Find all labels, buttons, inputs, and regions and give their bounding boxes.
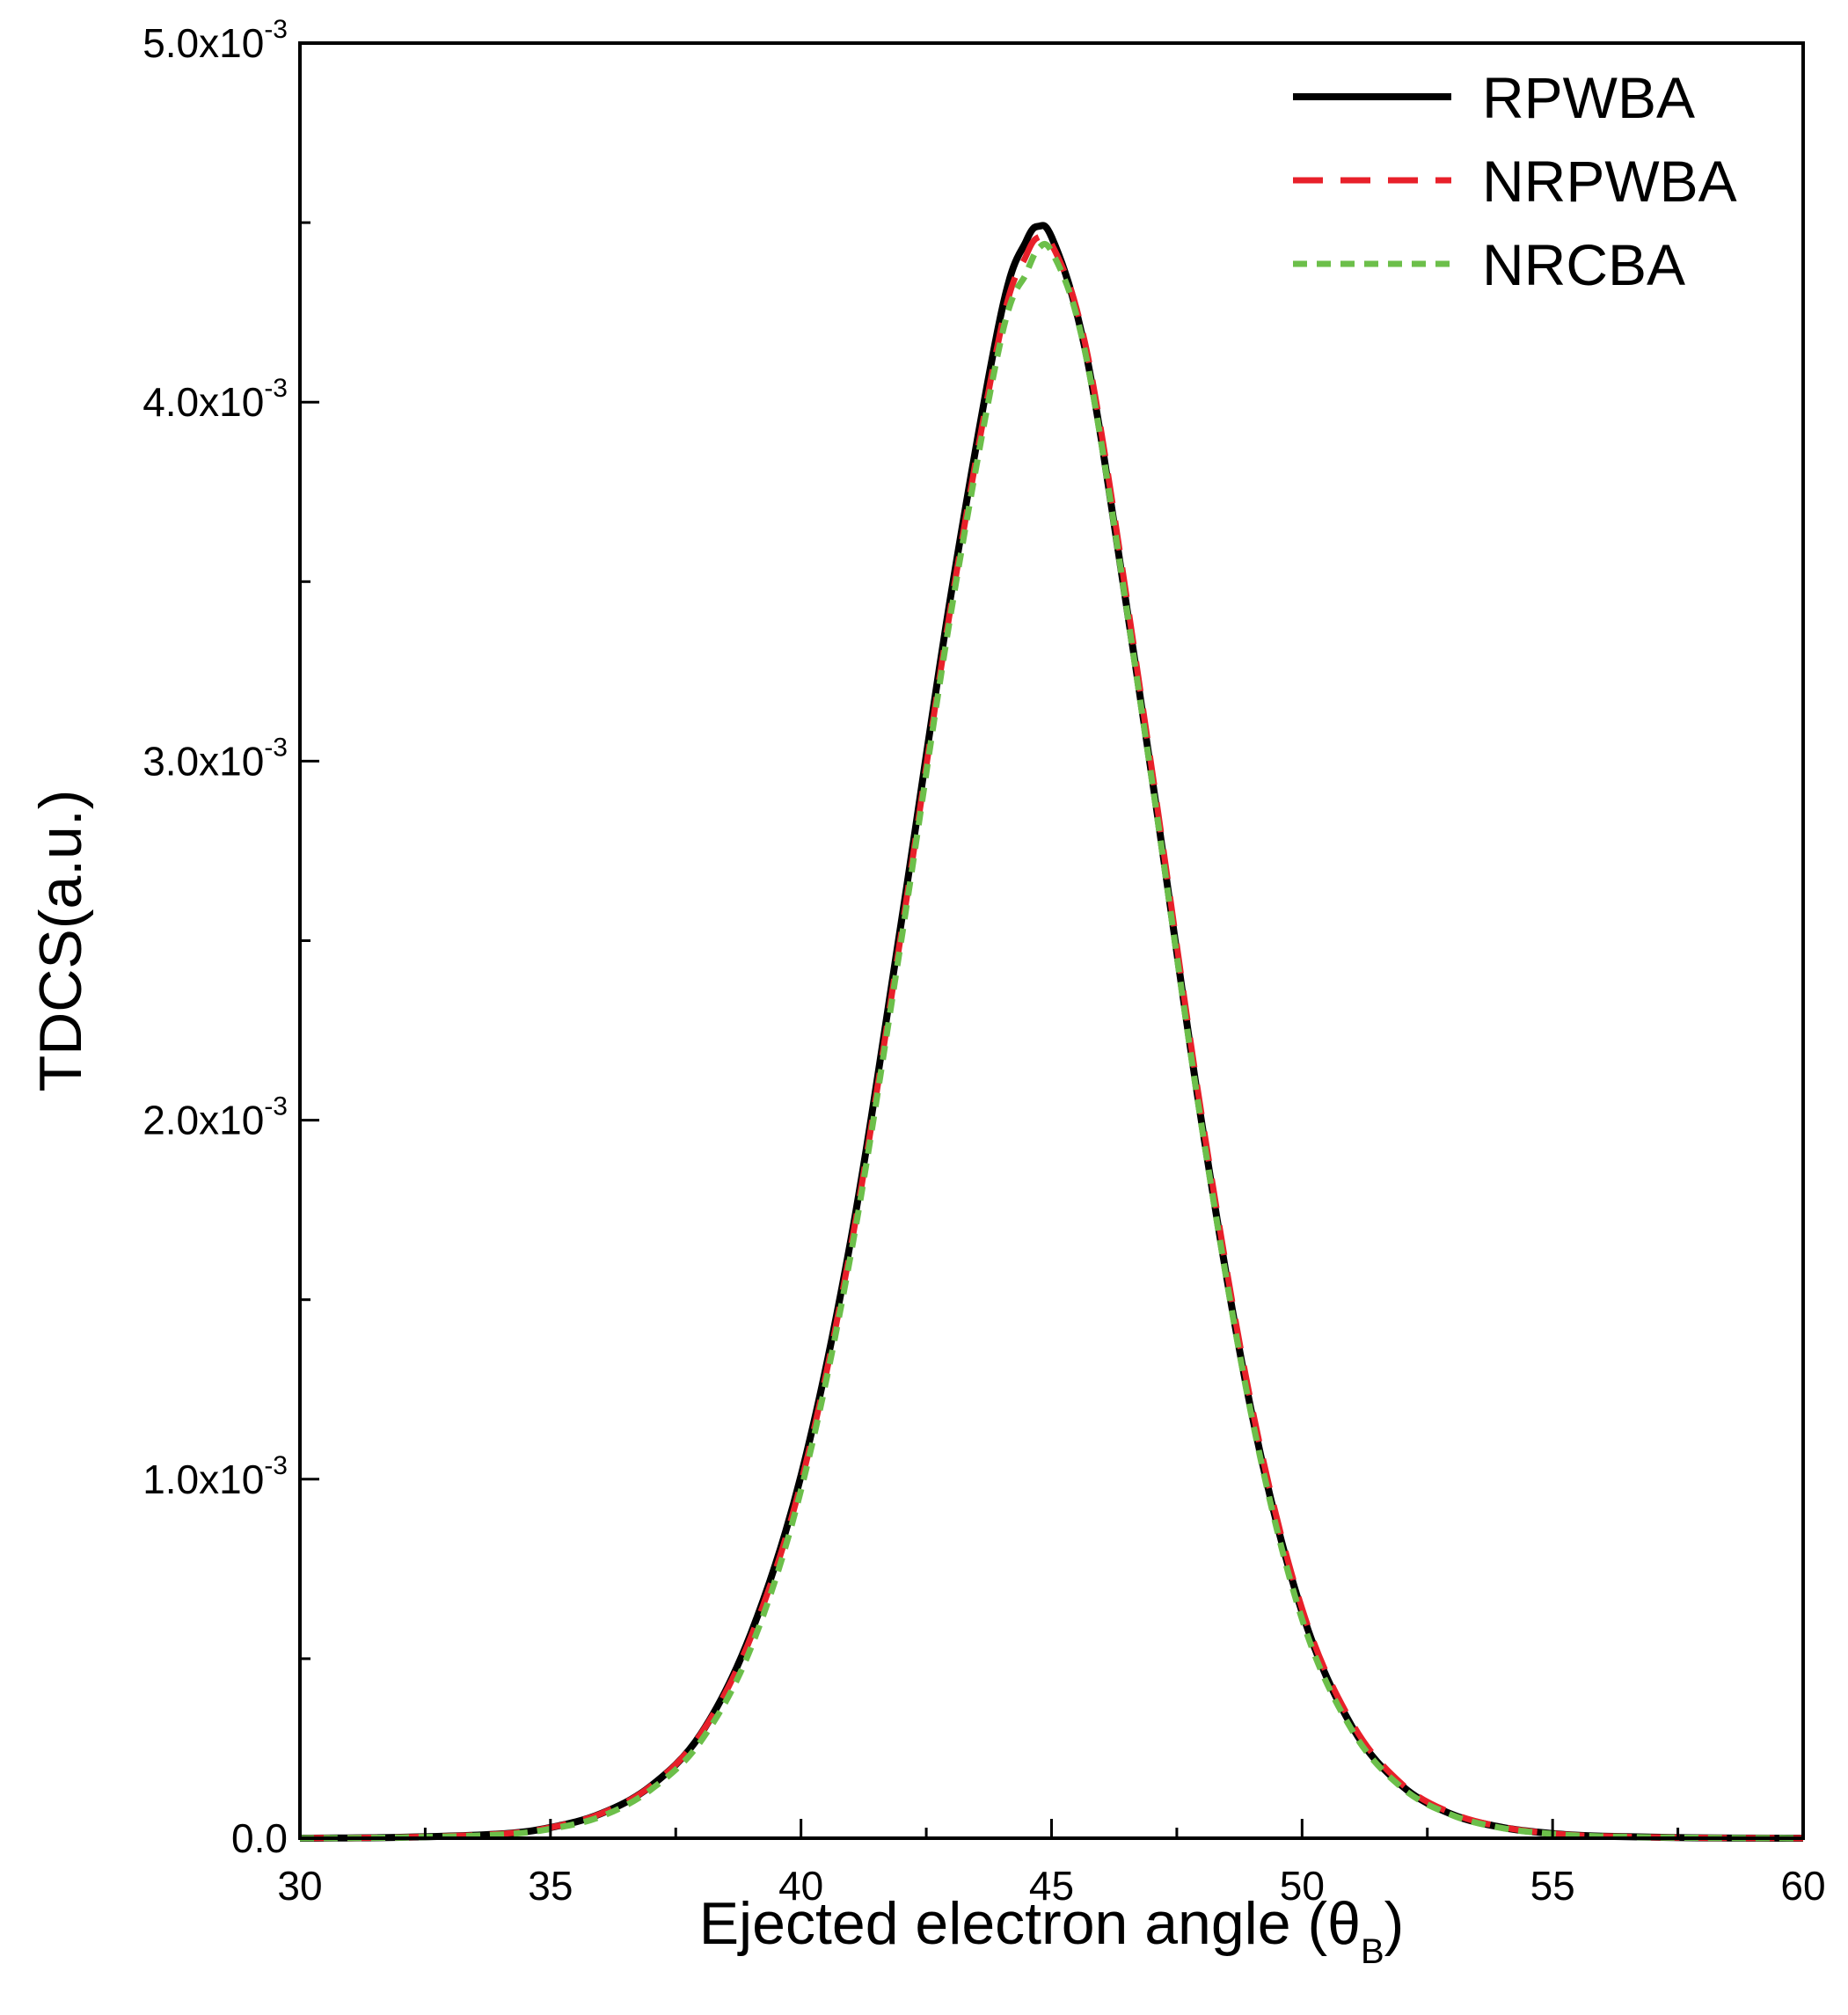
y-tick-label: 3.0x10-3 bbox=[142, 733, 288, 784]
y-axis-title: TDCS(a.u.) bbox=[27, 790, 94, 1092]
y-tick-exponent: -3 bbox=[264, 1451, 288, 1480]
y-tick-mantissa: 5.0x10 bbox=[142, 20, 264, 66]
x-axis-title-subscript: B bbox=[1361, 1932, 1384, 1971]
y-tick-label: 5.0x10-3 bbox=[142, 15, 288, 66]
y-tick-label: 4.0x10-3 bbox=[142, 374, 288, 425]
x-tick-label: 50 bbox=[1280, 1863, 1325, 1909]
x-tick-label: 35 bbox=[528, 1863, 573, 1909]
y-tick-exponent: -3 bbox=[264, 374, 288, 403]
y-tick-exponent: -3 bbox=[264, 733, 288, 762]
y-axis: 0.01.0x10-32.0x10-33.0x10-34.0x10-35.0x1… bbox=[142, 15, 319, 1861]
y-tick-mantissa: 0.0 bbox=[231, 1815, 288, 1861]
legend: RPWBA NRPWBA NRCBA bbox=[1293, 65, 1737, 297]
x-axis-title: Ejected electron angle (θB) bbox=[699, 1890, 1405, 1971]
x-axis: 30 35 40 45 50 55 60 bbox=[277, 1819, 1826, 1909]
y-tick-exponent: -3 bbox=[264, 15, 288, 44]
x-axis-title-close: ) bbox=[1384, 1890, 1405, 1957]
legend-label-nrpwba: NRPWBA bbox=[1482, 149, 1737, 214]
x-tick-label: 40 bbox=[778, 1863, 823, 1909]
x-tick-label: 30 bbox=[277, 1863, 322, 1909]
plot-frame bbox=[298, 41, 1805, 1840]
y-tick-mantissa: 1.0x10 bbox=[142, 1456, 264, 1502]
series-line-nrcba bbox=[299, 240, 1804, 1842]
legend-label-nrcba: NRCBA bbox=[1482, 232, 1685, 297]
series-line-nrpwba bbox=[299, 232, 1804, 1842]
x-tick-label: 60 bbox=[1780, 1863, 1825, 1909]
y-tick-exponent: -3 bbox=[264, 1092, 288, 1121]
y-tick-label: 1.0x10-3 bbox=[142, 1451, 288, 1502]
y-tick-mantissa: 2.0x10 bbox=[142, 1098, 264, 1143]
x-tick-label: 55 bbox=[1530, 1863, 1575, 1909]
x-tick-label: 45 bbox=[1029, 1863, 1074, 1909]
legend-label-rpwba: RPWBA bbox=[1482, 65, 1695, 130]
y-tick-mantissa: 4.0x10 bbox=[142, 379, 264, 425]
x-axis-title-main: Ejected electron angle (θ bbox=[699, 1890, 1361, 1957]
y-tick-mantissa: 3.0x10 bbox=[142, 738, 264, 784]
y-tick-label: 2.0x10-3 bbox=[142, 1092, 288, 1143]
series-line-rpwba bbox=[299, 222, 1804, 1842]
y-tick-label: 0.0 bbox=[231, 1815, 288, 1861]
plot-curves bbox=[299, 222, 1804, 1842]
